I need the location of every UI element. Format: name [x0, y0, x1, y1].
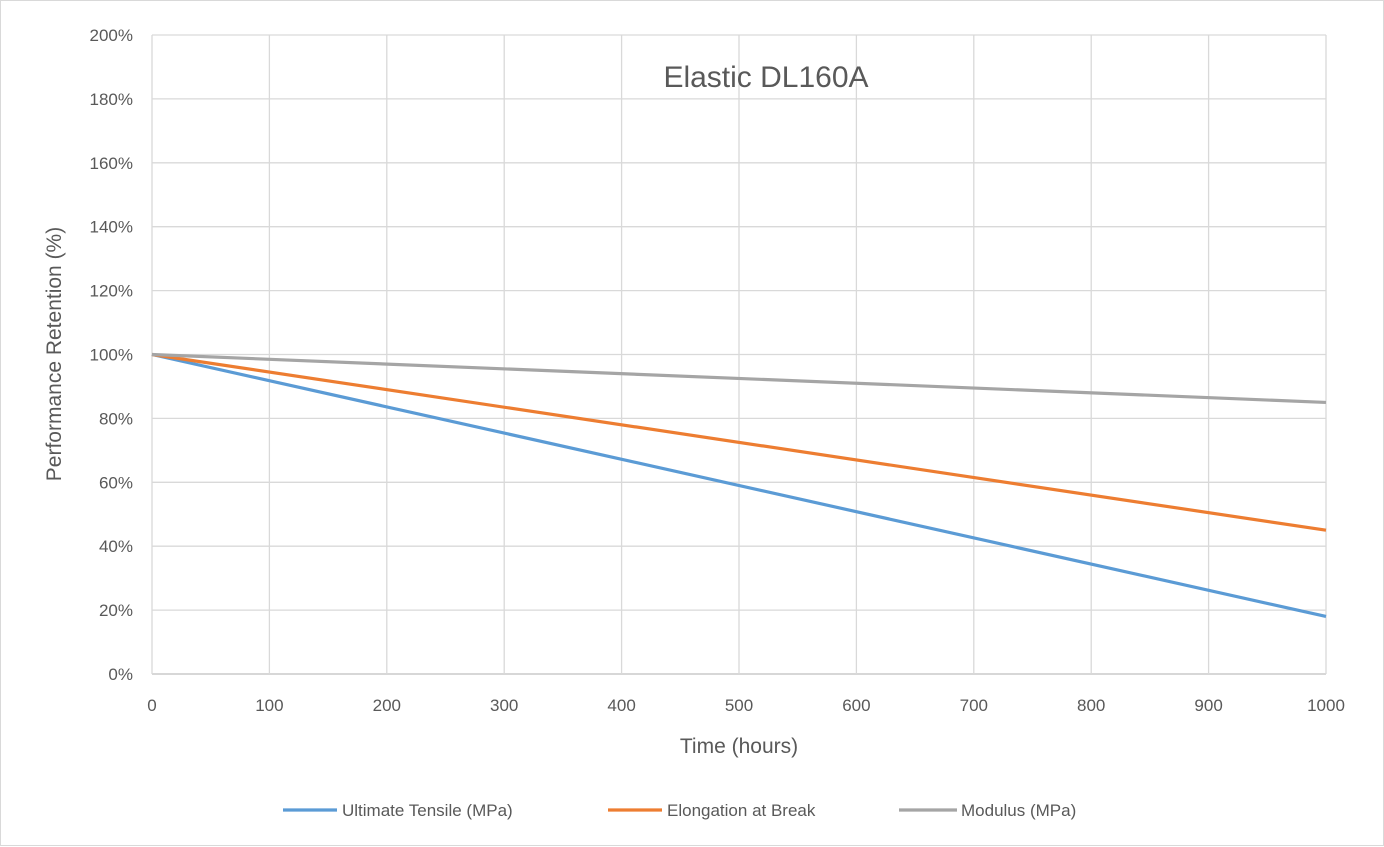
y-tick-label: 160%: [90, 154, 133, 173]
series-lines: [151, 352, 1327, 619]
legend-label-3: Modulus (MPa): [961, 801, 1076, 820]
x-tick-label: 100: [255, 696, 283, 715]
x-tick-label: 800: [1077, 696, 1105, 715]
x-tick-label: 500: [725, 696, 753, 715]
y-tick-label: 100%: [90, 346, 133, 365]
y-tick-labels: 0% 20% 40% 60% 80% 100% 120% 140% 160% 180% 200%: [90, 26, 133, 684]
y-tick-label: 200%: [90, 26, 133, 45]
y-tick-label: 80%: [99, 409, 133, 428]
legend: Ultimate Tensile (MPa) Elongation at Brea…: [283, 801, 1076, 820]
x-tick-label: 900: [1194, 696, 1222, 715]
y-tick-label: 20%: [99, 601, 133, 620]
x-tick-labels: 0 100 200 300 400 500 600 700 800 900 1000: [147, 696, 1345, 715]
gridlines: [151, 34, 1327, 675]
x-axis-title: Time (hours): [680, 735, 798, 758]
x-tick-label: 0: [147, 696, 156, 715]
x-tick-label: 700: [960, 696, 988, 715]
y-tick-label: 60%: [99, 473, 133, 492]
series-line-1: [151, 352, 1327, 619]
legend-label-1: Ultimate Tensile (MPa): [342, 801, 513, 820]
y-tick-label: 40%: [99, 537, 133, 556]
x-tick-label: 300: [490, 696, 518, 715]
y-tick-label: 120%: [90, 282, 133, 301]
y-axis-title: Performance Retention (%): [43, 227, 66, 481]
series-line-2: [151, 352, 1327, 532]
y-tick-label: 140%: [90, 218, 133, 237]
x-tick-label: 600: [842, 696, 870, 715]
x-tick-label: 1000: [1307, 696, 1345, 715]
chart-title: Elastic DL160A: [663, 61, 868, 94]
y-tick-label: 180%: [90, 90, 133, 109]
x-tick-label: 400: [607, 696, 635, 715]
legend-label-2: Elongation at Break: [667, 801, 816, 820]
y-tick-label: 0%: [108, 665, 133, 684]
series-line-3: [151, 352, 1327, 405]
x-tick-label: 200: [373, 696, 401, 715]
